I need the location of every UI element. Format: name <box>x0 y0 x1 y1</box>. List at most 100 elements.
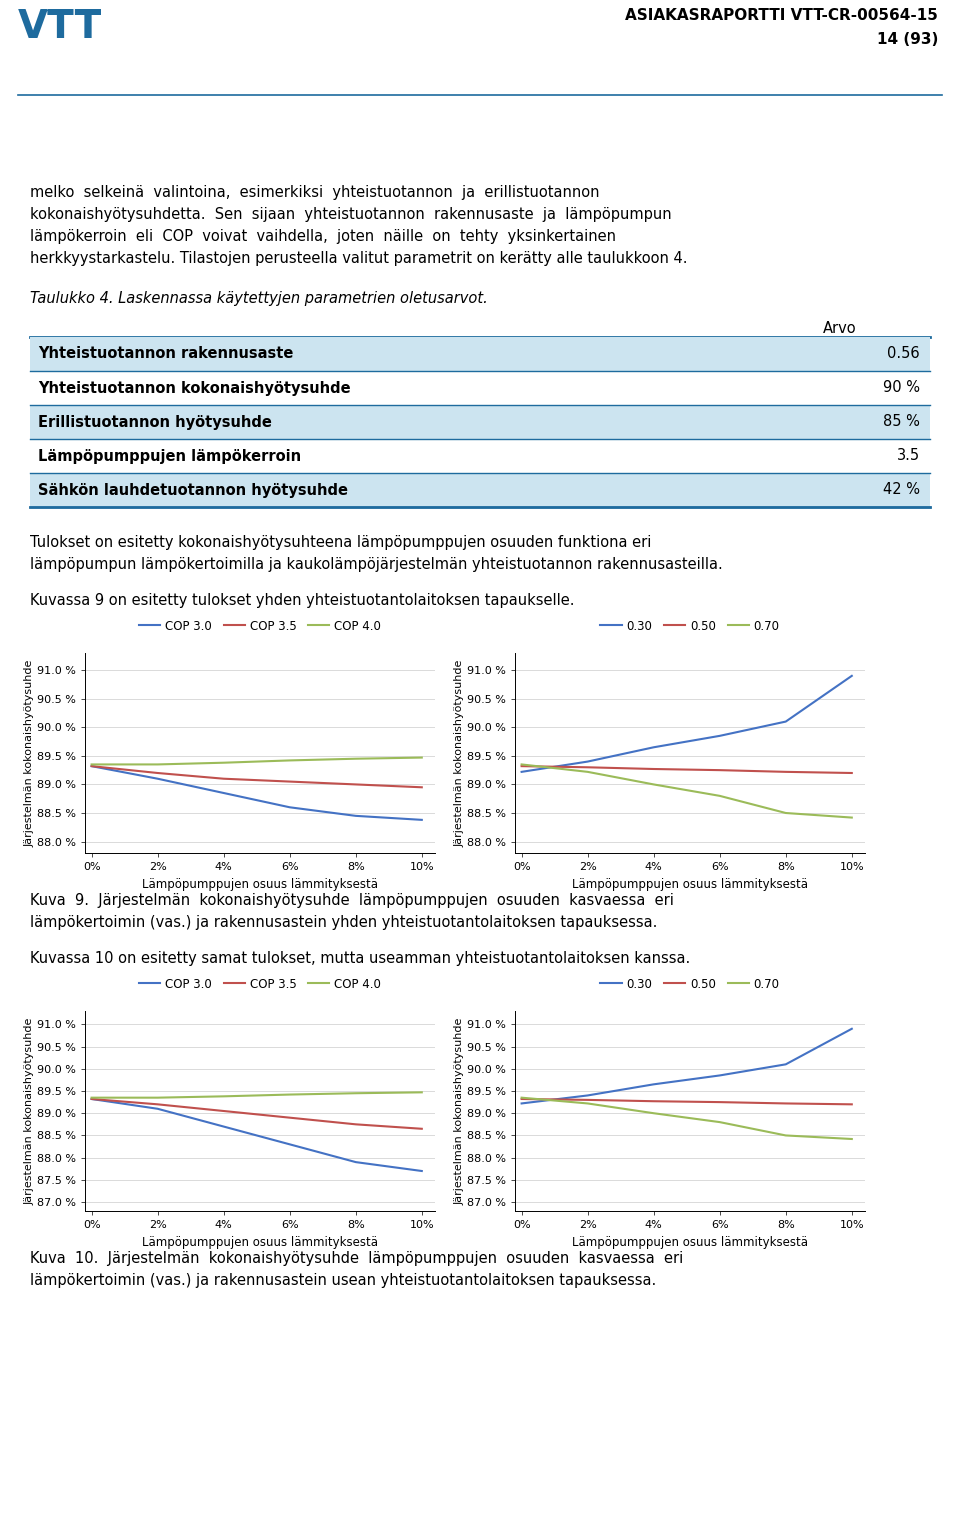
0.70 <box>846 1130 857 1148</box>
COP 4.0 <box>284 1085 296 1103</box>
COP 3.0 <box>284 799 296 817</box>
Text: Sähkön lauhdetuotannon hyötysuhde: Sähkön lauhdetuotannon hyötysuhde <box>38 483 348 497</box>
Text: ASIAKASRAPORTTI VTT-CR-00564-15: ASIAKASRAPORTTI VTT-CR-00564-15 <box>625 8 938 23</box>
Line: 0.70: 0.70 <box>521 765 852 817</box>
Text: Kuvassa 10 on esitetty samat tulokset, mutta useamman yhteistuotantolaitoksen ka: Kuvassa 10 on esitetty samat tulokset, m… <box>30 951 690 966</box>
COP 4.0 <box>350 749 362 768</box>
0.70 <box>780 1127 791 1145</box>
0.50 <box>648 1093 660 1111</box>
COP 3.5 <box>350 776 362 794</box>
0.70 <box>780 803 791 822</box>
0.70 <box>846 808 857 826</box>
0.70 <box>714 786 726 805</box>
COP 3.0 <box>350 1153 362 1171</box>
Text: Arvo: Arvo <box>823 322 857 336</box>
Text: Yhteistuotannon kokonaishyötysuhde: Yhteistuotannon kokonaishyötysuhde <box>38 380 350 396</box>
COP 3.5 <box>85 1090 97 1108</box>
X-axis label: Lämpöpumppujen osuus lämmityksestä: Lämpöpumppujen osuus lämmityksestä <box>572 877 808 891</box>
Text: 0.56: 0.56 <box>887 346 920 362</box>
0.50 <box>714 760 726 779</box>
0.50 <box>582 759 593 777</box>
COP 3.0 <box>85 757 97 776</box>
Text: 14 (93): 14 (93) <box>876 32 938 48</box>
COP 3.5 <box>218 770 229 788</box>
0.30 <box>780 1056 791 1074</box>
Text: lämpökertoimin (vas.) ja rakennusastein yhden yhteistuotantolaitoksen tapauksess: lämpökertoimin (vas.) ja rakennusastein … <box>30 916 658 930</box>
COP 3.5 <box>284 773 296 791</box>
COP 3.0 <box>284 1136 296 1154</box>
0.70 <box>582 1094 593 1113</box>
COP 3.5 <box>152 763 163 782</box>
0.30 <box>582 753 593 771</box>
COP 3.5 <box>416 779 427 797</box>
Text: Kuva  10.  Järjestelmän  kokonaishyötysuhde  lämpöpumppujen  osuuden  kasvaessa : Kuva 10. Järjestelmän kokonaishyötysuhde… <box>30 1251 684 1267</box>
Text: herkkyystarkastelu. Tilastojen perusteella valitut parametrit on kerätty alle ta: herkkyystarkastelu. Tilastojen perusteel… <box>30 251 687 266</box>
Text: melko  selkeinä  valintoina,  esimerkiksi  yhteistuotannon  ja  erillistuotannon: melko selkeinä valintoina, esimerkiksi y… <box>30 185 599 200</box>
Text: 85 %: 85 % <box>883 414 920 429</box>
Text: kokonaishyötysuhdetta.  Sen  sijaan  yhteistuotannon  rakennusaste  ja  lämpöpum: kokonaishyötysuhdetta. Sen sijaan yhteis… <box>30 208 672 222</box>
COP 4.0 <box>85 756 97 774</box>
COP 4.0 <box>152 756 163 774</box>
Line: 0.30: 0.30 <box>521 1028 852 1103</box>
X-axis label: Lämpöpumppujen osuus lämmityksestä: Lämpöpumppujen osuus lämmityksestä <box>142 1236 378 1248</box>
Text: lämpöpumpun lämpökertoimilla ja kaukolämpöjärjestelmän yhteistuotannon rakennusa: lämpöpumpun lämpökertoimilla ja kaukoläm… <box>30 557 723 573</box>
0.50 <box>780 763 791 782</box>
COP 3.0 <box>152 1099 163 1117</box>
0.30 <box>582 1087 593 1105</box>
0.30 <box>714 726 726 745</box>
Bar <box>30 439 930 472</box>
Bar <box>30 472 930 506</box>
0.30 <box>780 713 791 731</box>
0.30 <box>648 739 660 757</box>
Text: 3.5: 3.5 <box>897 448 920 463</box>
Text: 90 %: 90 % <box>883 380 920 396</box>
Bar <box>30 371 930 405</box>
Legend: COP 3.0, COP 3.5, COP 4.0: COP 3.0, COP 3.5, COP 4.0 <box>134 616 386 637</box>
Bar <box>30 405 930 439</box>
COP 4.0 <box>152 1088 163 1107</box>
COP 4.0 <box>284 751 296 770</box>
Line: COP 3.5: COP 3.5 <box>91 1099 421 1128</box>
Legend: 0.30, 0.50, 0.70: 0.30, 0.50, 0.70 <box>595 973 784 996</box>
COP 4.0 <box>416 748 427 766</box>
Line: COP 3.0: COP 3.0 <box>91 766 421 820</box>
0.50 <box>516 757 527 776</box>
Text: Kuva  9.  Järjestelmän  kokonaishyötysuhde  lämpöpumppujen  osuuden  kasvaessa  : Kuva 9. Järjestelmän kokonaishyötysuhde … <box>30 893 674 908</box>
COP 3.5 <box>416 1119 427 1137</box>
0.30 <box>846 666 857 685</box>
Y-axis label: Järjestelmän kokonaishyötysuhde: Järjestelmän kokonaishyötysuhde <box>454 659 465 846</box>
Text: Yhteistuotannon rakennusaste: Yhteistuotannon rakennusaste <box>38 346 294 362</box>
Text: Lämpöpumppujen lämpökerroin: Lämpöpumppujen lämpökerroin <box>38 448 301 463</box>
Line: COP 3.5: COP 3.5 <box>91 766 421 788</box>
Y-axis label: Järjestelmän kokonaishyötysuhde: Järjestelmän kokonaishyötysuhde <box>454 1017 465 1205</box>
COP 3.5 <box>284 1108 296 1127</box>
COP 3.0 <box>218 1117 229 1136</box>
X-axis label: Lämpöpumppujen osuus lämmityksestä: Lämpöpumppujen osuus lämmityksestä <box>572 1236 808 1248</box>
Legend: COP 3.0, COP 3.5, COP 4.0: COP 3.0, COP 3.5, COP 4.0 <box>134 973 386 996</box>
0.50 <box>516 1090 527 1108</box>
0.70 <box>714 1113 726 1131</box>
COP 4.0 <box>218 1087 229 1105</box>
0.30 <box>714 1067 726 1085</box>
Line: COP 4.0: COP 4.0 <box>91 1093 421 1097</box>
COP 3.0 <box>350 806 362 825</box>
X-axis label: Lämpöpumppujen osuus lämmityksestä: Lämpöpumppujen osuus lämmityksestä <box>142 877 378 891</box>
0.50 <box>582 1091 593 1110</box>
COP 3.0 <box>152 770 163 788</box>
0.30 <box>648 1076 660 1094</box>
Text: Erillistuotannon hyötysuhde: Erillistuotannon hyötysuhde <box>38 414 272 429</box>
0.50 <box>846 763 857 782</box>
0.50 <box>846 1096 857 1114</box>
COP 3.5 <box>350 1116 362 1134</box>
Line: 0.50: 0.50 <box>521 766 852 773</box>
COP 4.0 <box>85 1088 97 1107</box>
Text: Taulukko 4. Laskennassa käytettyjen parametrien oletusarvot.: Taulukko 4. Laskennassa käytettyjen para… <box>30 291 488 306</box>
0.70 <box>648 1103 660 1122</box>
Legend: 0.30, 0.50, 0.70: 0.30, 0.50, 0.70 <box>595 616 784 637</box>
0.30 <box>516 1094 527 1113</box>
COP 3.5 <box>152 1096 163 1114</box>
COP 3.5 <box>218 1102 229 1120</box>
Text: VTT: VTT <box>18 8 103 46</box>
COP 3.0 <box>416 1162 427 1180</box>
Line: COP 3.0: COP 3.0 <box>91 1099 421 1171</box>
